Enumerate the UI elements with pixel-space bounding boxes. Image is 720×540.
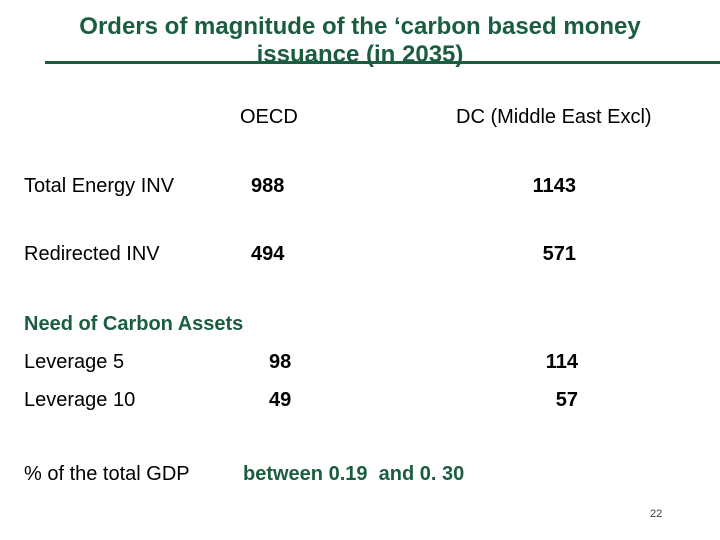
column-header-dc: DC (Middle East Excl): [456, 106, 652, 128]
redirected-oecd-value: 494: [251, 243, 285, 265]
title-divider: [45, 61, 720, 64]
slide-title-line-2: issuance (in 2035): [256, 41, 464, 68]
carbon-assets-heading: Need of Carbon Assets: [24, 313, 244, 335]
row-label-redirected: Redirected INV: [24, 243, 160, 265]
leverage-5-oecd-value: 98: [269, 351, 292, 373]
row-label-total-energy: Total Energy INV: [24, 175, 175, 197]
column-header-oecd: OECD: [240, 106, 298, 128]
total-energy-dc-value: 1143: [532, 175, 576, 197]
row-label-leverage-5: Leverage 5: [24, 351, 125, 373]
total-energy-oecd-value: 988: [251, 175, 285, 197]
gdp-range-value: between 0.19 and 0. 30: [243, 463, 465, 485]
slide-title-line-1: Orders of magnitude of the ‘carbon based…: [79, 13, 641, 40]
page-number: 22: [650, 508, 663, 520]
leverage-10-dc-value: 57: [555, 389, 578, 411]
gdp-label: % of the total GDP: [24, 463, 190, 485]
redirected-dc-value: 571: [542, 243, 576, 265]
leverage-5-dc-value: 114: [545, 351, 578, 373]
row-label-leverage-10: Leverage 10: [24, 389, 136, 411]
leverage-10-oecd-value: 49: [269, 389, 292, 411]
